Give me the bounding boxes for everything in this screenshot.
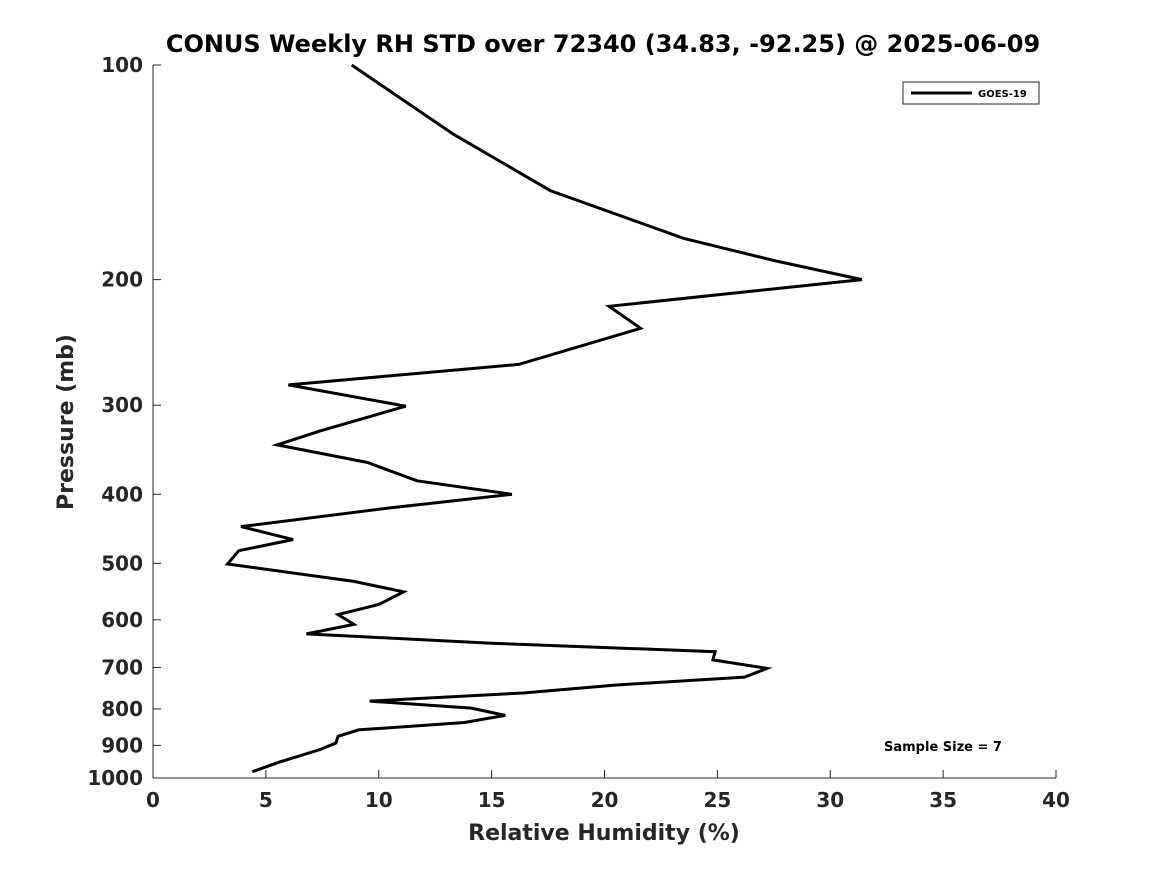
x-tick-label: 5 [259, 788, 273, 812]
chart-title: CONUS Weekly RH STD over 72340 (34.83, -… [166, 30, 1040, 58]
y-tick-label: 600 [101, 608, 143, 632]
y-tick-label: 1000 [87, 766, 143, 790]
y-tick-label: 700 [101, 656, 143, 680]
y-axis-ticks: 100 200 300 400 500 600 700 800 900 1000 [87, 53, 161, 790]
x-tick-label: 0 [146, 788, 160, 812]
series-line-goes-19 [224, 63, 863, 774]
x-tick-label: 30 [816, 788, 844, 812]
x-axis-label: Relative Humidity (%) [468, 821, 740, 846]
x-tick-label: 35 [929, 788, 957, 812]
y-tick-label: 300 [101, 393, 143, 417]
legend-label-goes-19: GOES-19 [978, 89, 1027, 100]
y-tick-label: 200 [101, 268, 143, 292]
y-tick-label: 500 [101, 551, 143, 575]
x-tick-label: 40 [1042, 788, 1070, 812]
legend: GOES-19 [902, 81, 1040, 105]
y-tick-label: 900 [101, 733, 143, 757]
sample-size-annotation: Sample Size = 7 [884, 740, 1002, 755]
x-tick-label: 15 [478, 788, 506, 812]
x-tick-label: 25 [703, 788, 731, 812]
y-tick-label: 800 [101, 697, 143, 721]
x-axis-ticks: 0 5 10 15 20 25 30 35 40 [146, 770, 1070, 812]
y-tick-label: 100 [101, 53, 143, 77]
y-axis-label: Pressure (mb) [54, 334, 79, 510]
y-tick-label: 400 [101, 482, 143, 506]
x-tick-label: 10 [365, 788, 393, 812]
x-tick-label: 20 [591, 788, 619, 812]
plot-area [153, 65, 1056, 778]
